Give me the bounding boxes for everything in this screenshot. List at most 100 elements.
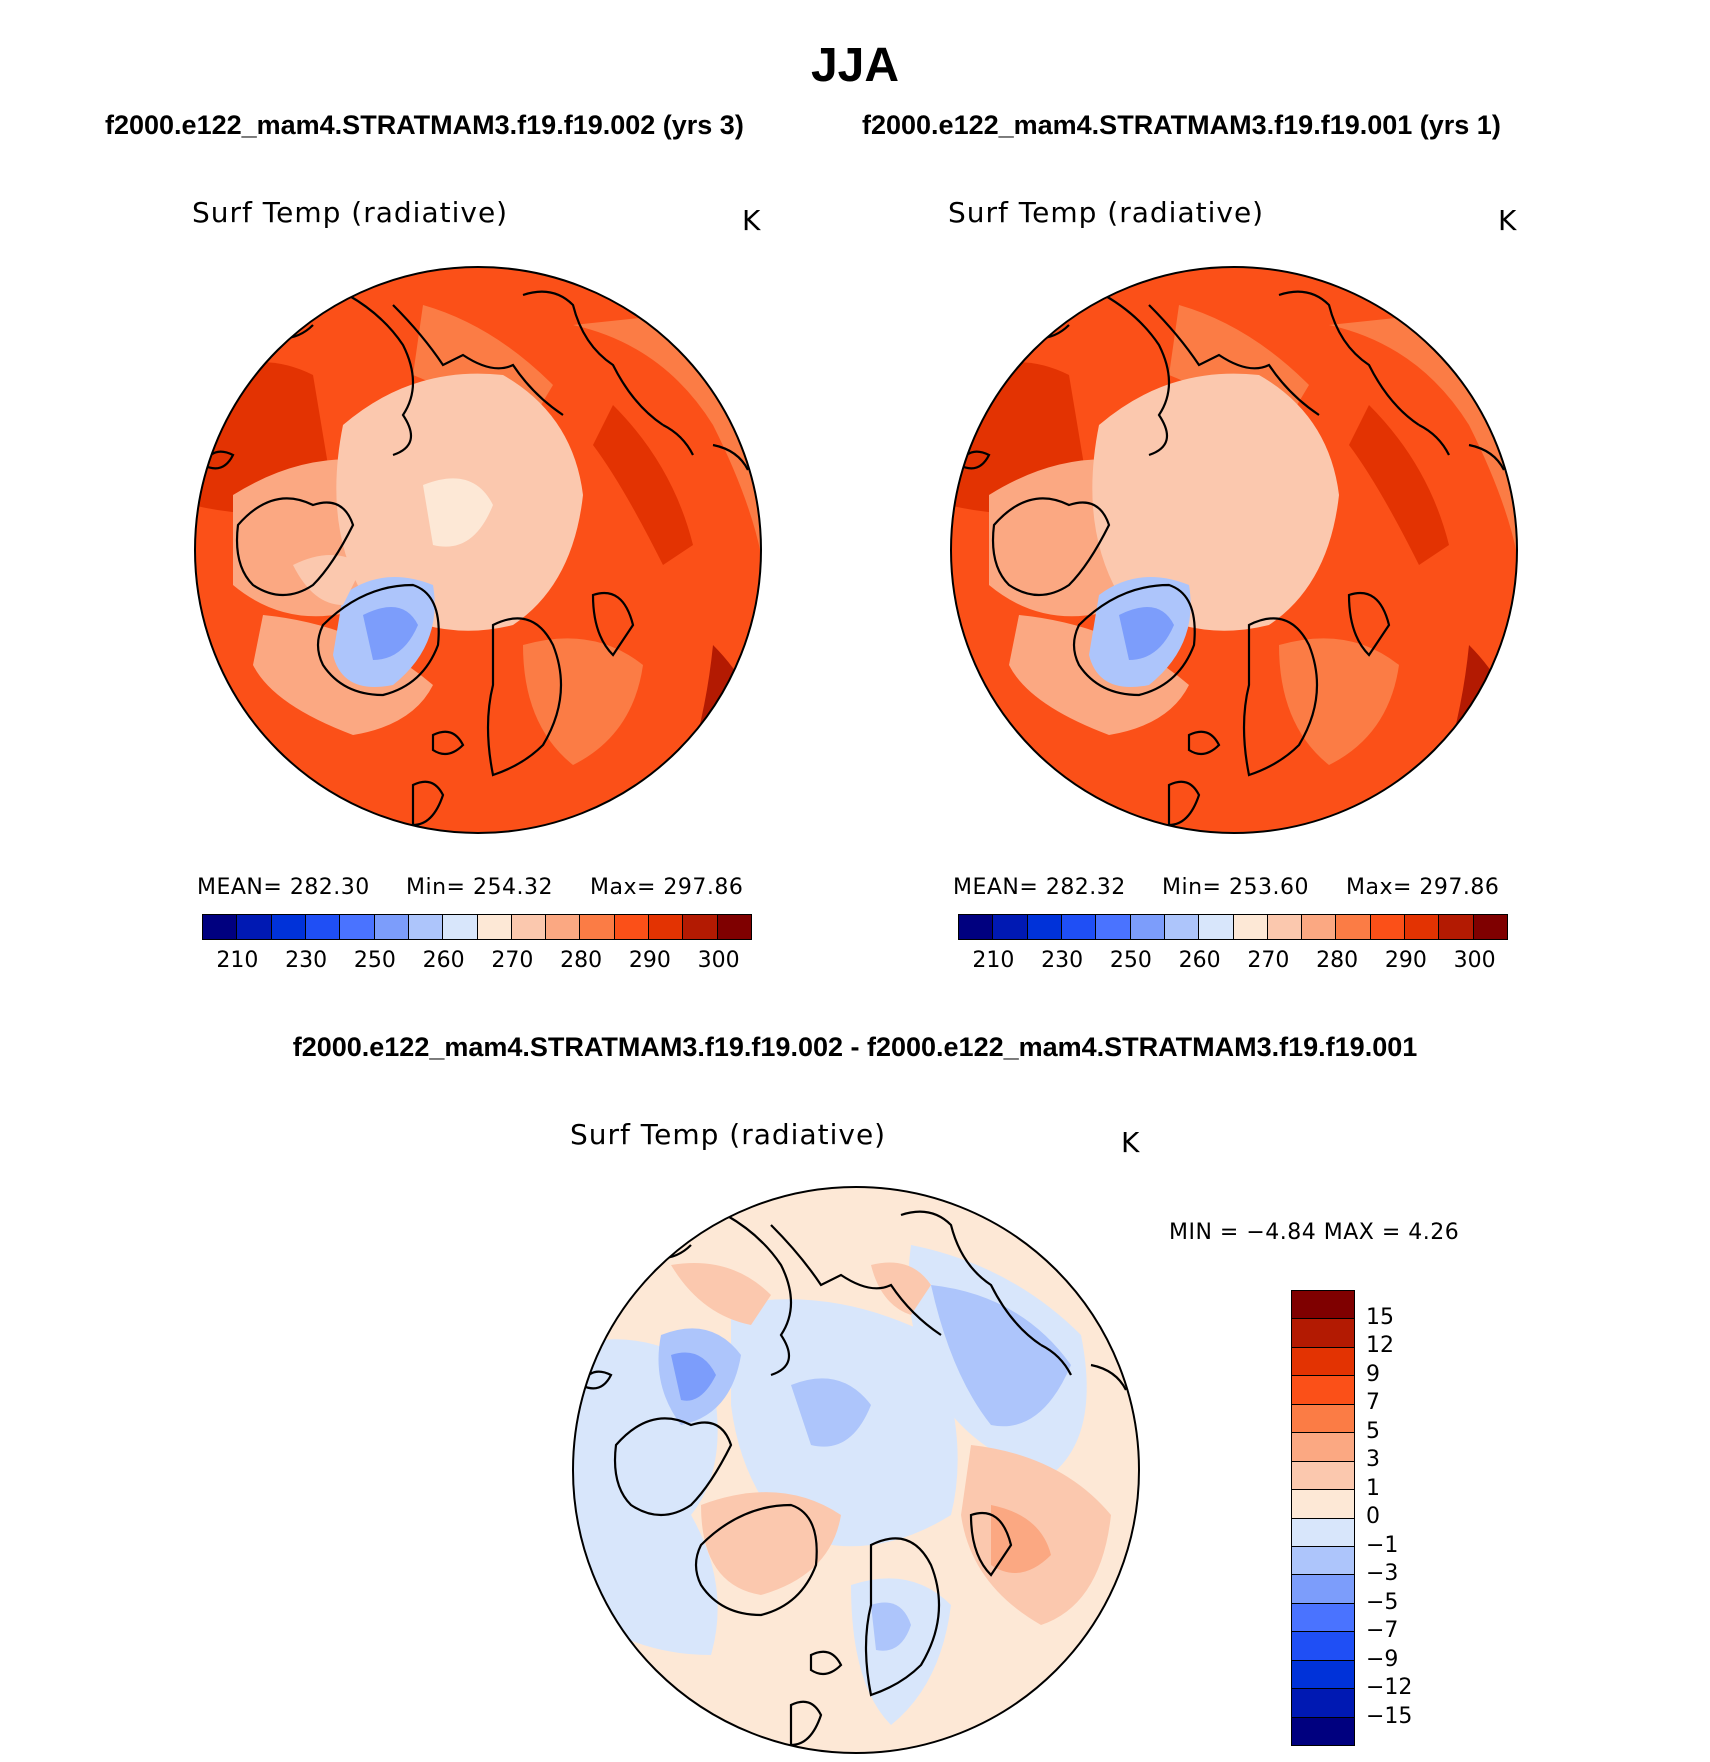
colorbar-swatch: [1096, 915, 1131, 939]
colorbar-swatch: [1027, 915, 1062, 939]
max-stat-left: Max= 297.86: [590, 875, 744, 900]
colorbar-tick-label: 0: [1366, 1504, 1380, 1529]
colorbar-tick-label: 260: [1178, 948, 1221, 973]
variable-label-left: Surf Temp (radiative): [192, 196, 509, 229]
colorbar-tick-label: −9: [1366, 1646, 1399, 1672]
colorbar-tick-label: −5: [1366, 1589, 1399, 1615]
polar-map-right: [950, 266, 1518, 834]
variable-label-right: Surf Temp (radiative): [948, 196, 1265, 229]
min-stat-left: Min= 254.32: [406, 875, 553, 900]
colorbar-swatch: [1267, 915, 1303, 939]
colorbar-swatch: [511, 915, 547, 939]
colorbar-swatch: [1292, 1717, 1354, 1745]
colorbar-right: [958, 914, 1508, 940]
colorbar-swatch: [443, 915, 478, 939]
case-title-left: f2000.e122_mam4.STRATMAM3.f19.f19.002 (y…: [105, 110, 744, 140]
colorbar-tick-label: 9: [1366, 1361, 1380, 1387]
colorbar-swatch: [580, 915, 615, 939]
max-stat-right: Max= 297.86: [1346, 875, 1500, 900]
colorbar-swatch: [1292, 1689, 1354, 1718]
colorbar-tick-label: 230: [1041, 948, 1084, 973]
colorbar-tick-label: 260: [422, 948, 465, 973]
colorbar-tick-label: 210: [216, 948, 259, 973]
colorbar-tick-label: 250: [1109, 948, 1152, 973]
colorbar-tick-label: 15: [1366, 1304, 1394, 1330]
colorbar-swatch: [374, 915, 409, 939]
colorbar-swatch: [1292, 1660, 1354, 1690]
colorbar-tick-label: 210: [972, 948, 1015, 973]
colorbar-swatch: [1292, 1603, 1354, 1633]
colorbar-swatch: [237, 915, 272, 939]
colorbar-swatch: [477, 915, 512, 939]
colorbar-swatch: [1292, 1347, 1354, 1377]
units-label-left: K: [742, 204, 762, 237]
colorbar-tick-label: 1: [1366, 1475, 1380, 1501]
colorbar-diff: [1291, 1290, 1355, 1746]
polar-map-left: [194, 266, 762, 834]
colorbar-tick-label: 7: [1366, 1390, 1380, 1415]
colorbar-tick-label: 300: [697, 948, 740, 973]
colorbar-swatch: [649, 915, 684, 939]
colorbar-tick-label: 250: [353, 948, 396, 973]
colorbar-swatch: [1292, 1546, 1354, 1576]
colorbar-tick-label: −3: [1366, 1561, 1399, 1586]
colorbar-swatch: [1292, 1632, 1354, 1661]
colorbar-swatch: [1292, 1575, 1354, 1604]
colorbar-swatch: [1061, 915, 1097, 939]
colorbar-swatch: [305, 915, 341, 939]
colorbar-tick-label: 280: [1316, 948, 1359, 973]
colorbar-swatch: [683, 915, 718, 939]
colorbar-left: [202, 914, 752, 940]
mean-stat-left: MEAN= 282.30: [197, 875, 370, 900]
colorbar-swatch: [1292, 1433, 1354, 1462]
colorbar-swatch: [1336, 915, 1371, 939]
colorbar-swatch: [1292, 1518, 1354, 1547]
colorbar-tick-label: 270: [1247, 948, 1290, 973]
colorbar-swatch: [1164, 915, 1200, 939]
colorbar-swatch: [1405, 915, 1440, 939]
colorbar-tick-label: −7: [1366, 1618, 1399, 1643]
colorbar-tick-label: 300: [1453, 948, 1496, 973]
colorbar-tick-label: −12: [1366, 1675, 1413, 1700]
colorbar-tick-label: 230: [285, 948, 328, 973]
diff-minmax: MIN = −4.84 MAX = 4.26: [1169, 1220, 1460, 1245]
colorbar-swatch: [1292, 1404, 1354, 1434]
colorbar-swatch: [1292, 1490, 1354, 1519]
colorbar-tick-label: 280: [560, 948, 603, 973]
colorbar-swatch: [1292, 1291, 1354, 1320]
colorbar-swatch: [1370, 915, 1406, 939]
colorbar-tick-label: 12: [1366, 1333, 1394, 1358]
colorbar-tick-label: −15: [1366, 1703, 1413, 1729]
colorbar-swatch: [1439, 915, 1474, 939]
diff-units-label: K: [1121, 1126, 1141, 1159]
colorbar-swatch: [408, 915, 444, 939]
colorbar-swatch: [959, 915, 994, 939]
min-stat-right: Min= 253.60: [1162, 875, 1309, 900]
colorbar-swatch: [1130, 915, 1165, 939]
colorbar-swatch: [614, 915, 650, 939]
colorbar-swatch: [993, 915, 1028, 939]
diff-title: f2000.e122_mam4.STRATMAM3.f19.f19.002 - …: [292, 1032, 1418, 1062]
colorbar-tick-label: 270: [491, 948, 534, 973]
colorbar-swatch: [546, 915, 581, 939]
colorbar-tick-label: 290: [628, 948, 671, 973]
colorbar-swatch: [203, 915, 238, 939]
colorbar-tick-label: 290: [1384, 948, 1427, 973]
colorbar-swatch: [1292, 1461, 1354, 1491]
colorbar-tick-label: 3: [1366, 1447, 1380, 1472]
colorbar-tick-label: 5: [1366, 1418, 1380, 1444]
diff-variable-label: Surf Temp (radiative): [570, 1118, 887, 1151]
colorbar-swatch: [271, 915, 306, 939]
case-title-right: f2000.e122_mam4.STRATMAM3.f19.f19.001 (y…: [862, 110, 1501, 140]
colorbar-swatch: [1292, 1376, 1354, 1405]
colorbar-swatch: [1233, 915, 1268, 939]
mean-stat-right: MEAN= 282.32: [953, 875, 1126, 900]
colorbar-swatch: [340, 915, 375, 939]
colorbar-swatch: [1292, 1319, 1354, 1348]
colorbar-swatch: [1302, 915, 1337, 939]
polar-map-diff: [572, 1186, 1140, 1754]
colorbar-swatch: [717, 915, 751, 939]
colorbar-swatch: [1199, 915, 1234, 939]
colorbar-swatch: [1473, 915, 1507, 939]
season-title: JJA: [810, 39, 900, 92]
